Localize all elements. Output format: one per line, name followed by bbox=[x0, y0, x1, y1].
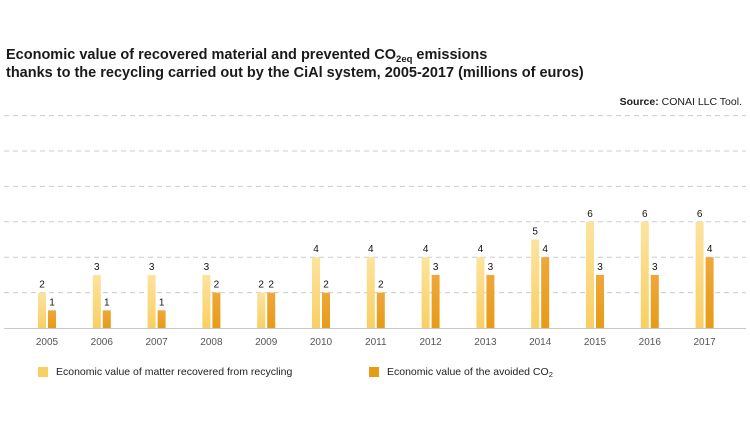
source-text: CONAI LLC Tool. bbox=[658, 96, 742, 108]
x-tick-label: 2010 bbox=[310, 337, 333, 348]
x-tick-label: 2007 bbox=[145, 337, 168, 348]
title-line1-suffix: emissions bbox=[412, 47, 488, 63]
x-tick-label: 2015 bbox=[584, 337, 607, 348]
data-label-recovered: 2 bbox=[258, 280, 264, 291]
source-note: Source: CONAI LLC Tool. bbox=[620, 96, 742, 108]
bar-avoided bbox=[541, 257, 550, 328]
bar-avoided bbox=[486, 274, 495, 328]
x-tick-label: 2008 bbox=[200, 337, 223, 348]
bar-avoided bbox=[157, 310, 166, 328]
legend-item-recovered: Economic value of matter recovered from … bbox=[38, 366, 292, 378]
bar-recovered bbox=[202, 274, 211, 328]
x-tick-label: 2014 bbox=[529, 337, 552, 348]
x-tick-label: 2006 bbox=[91, 337, 114, 348]
data-label-avoided: 1 bbox=[49, 297, 55, 308]
legend-swatch-recovered bbox=[38, 367, 48, 377]
bar-recovered bbox=[586, 221, 594, 328]
data-label-avoided: 3 bbox=[488, 262, 494, 273]
data-label-recovered: 6 bbox=[642, 209, 648, 220]
data-label-recovered: 4 bbox=[313, 244, 319, 255]
bar-avoided bbox=[267, 292, 276, 328]
x-tick-label: 2005 bbox=[36, 337, 59, 348]
bar-recovered bbox=[366, 257, 375, 328]
data-label-recovered: 4 bbox=[423, 244, 429, 255]
data-label-avoided: 3 bbox=[597, 262, 603, 273]
bar-avoided bbox=[650, 274, 659, 328]
data-label-avoided: 2 bbox=[378, 280, 384, 291]
data-label-avoided: 3 bbox=[652, 262, 658, 273]
legend-label-avoided: Economic value of the avoided CO2 bbox=[387, 366, 553, 379]
bar-avoided bbox=[431, 274, 440, 328]
bar-recovered bbox=[257, 292, 266, 328]
source-label: Source: bbox=[619, 96, 659, 108]
legend-swatch-avoided bbox=[369, 367, 379, 377]
bar-avoided bbox=[212, 292, 221, 328]
data-label-recovered: 6 bbox=[587, 209, 593, 220]
bar-avoided bbox=[322, 292, 330, 328]
legend-item-avoided: Economic value of the avoided CO2 bbox=[369, 366, 553, 378]
title-subscript: 2eq bbox=[396, 54, 413, 65]
bar-avoided bbox=[48, 310, 56, 328]
data-label-recovered: 3 bbox=[204, 262, 210, 273]
bar-avoided bbox=[102, 310, 111, 328]
data-label-recovered: 3 bbox=[149, 262, 155, 273]
x-tick-label: 2013 bbox=[474, 337, 497, 348]
data-label-recovered: 4 bbox=[478, 244, 484, 255]
data-label-recovered: 6 bbox=[697, 209, 703, 220]
bar-recovered bbox=[147, 274, 156, 328]
title-line2: thanks to the recycling carried out by t… bbox=[6, 65, 584, 81]
bar-recovered bbox=[312, 257, 320, 328]
x-tick-label: 2012 bbox=[419, 337, 442, 348]
data-label-avoided: 1 bbox=[104, 297, 110, 308]
bar-avoided bbox=[596, 274, 604, 328]
bar-avoided bbox=[376, 292, 385, 328]
bar-recovered bbox=[695, 221, 704, 328]
title-line1-prefix: Economic value of recovered material and… bbox=[6, 47, 397, 63]
bar-recovered bbox=[640, 221, 649, 328]
bar-recovered bbox=[38, 292, 46, 328]
legend-label-recovered: Economic value of matter recovered from … bbox=[56, 366, 293, 378]
data-label-avoided: 4 bbox=[542, 244, 548, 255]
x-tick-label: 2017 bbox=[693, 337, 716, 348]
data-label-avoided: 2 bbox=[268, 280, 274, 291]
bar-avoided bbox=[705, 257, 714, 328]
data-label-recovered: 3 bbox=[94, 262, 100, 273]
data-label-avoided: 1 bbox=[159, 297, 165, 308]
bar-recovered bbox=[421, 257, 430, 328]
data-label-avoided: 3 bbox=[433, 262, 439, 273]
data-label-avoided: 2 bbox=[214, 280, 220, 291]
data-label-recovered: 4 bbox=[368, 244, 374, 255]
x-tick-label: 2016 bbox=[639, 337, 662, 348]
data-label-avoided: 4 bbox=[707, 244, 713, 255]
data-label-recovered: 5 bbox=[532, 227, 538, 238]
data-label-recovered: 2 bbox=[39, 280, 45, 291]
bar-recovered bbox=[476, 257, 485, 328]
data-label-avoided: 2 bbox=[323, 280, 329, 291]
x-tick-label: 2011 bbox=[365, 337, 387, 348]
bar-recovered bbox=[531, 239, 540, 328]
chart-title: Economic value of recovered material and… bbox=[6, 46, 746, 82]
bar-recovered bbox=[92, 274, 101, 328]
x-tick-label: 2009 bbox=[255, 337, 278, 348]
